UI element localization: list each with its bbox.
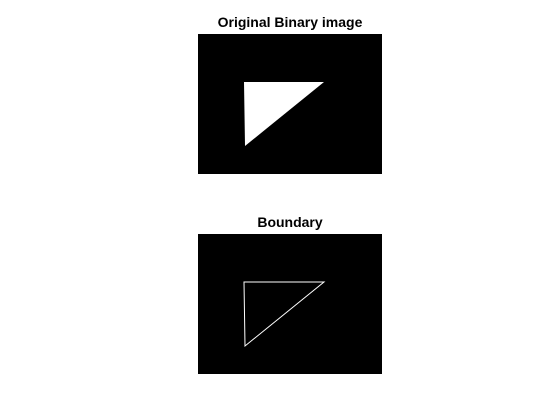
boundary-title: Boundary [257, 214, 323, 230]
original-binary-image-panel [198, 34, 382, 174]
boundary-panel [198, 234, 382, 374]
boundary-canvas [243, 281, 326, 348]
original-binary-image-title: Original Binary image [217, 14, 363, 30]
triangle-boundary-outline [243, 281, 326, 348]
filled-triangle-shape [244, 82, 324, 146]
original-binary-image-canvas [244, 82, 324, 146]
